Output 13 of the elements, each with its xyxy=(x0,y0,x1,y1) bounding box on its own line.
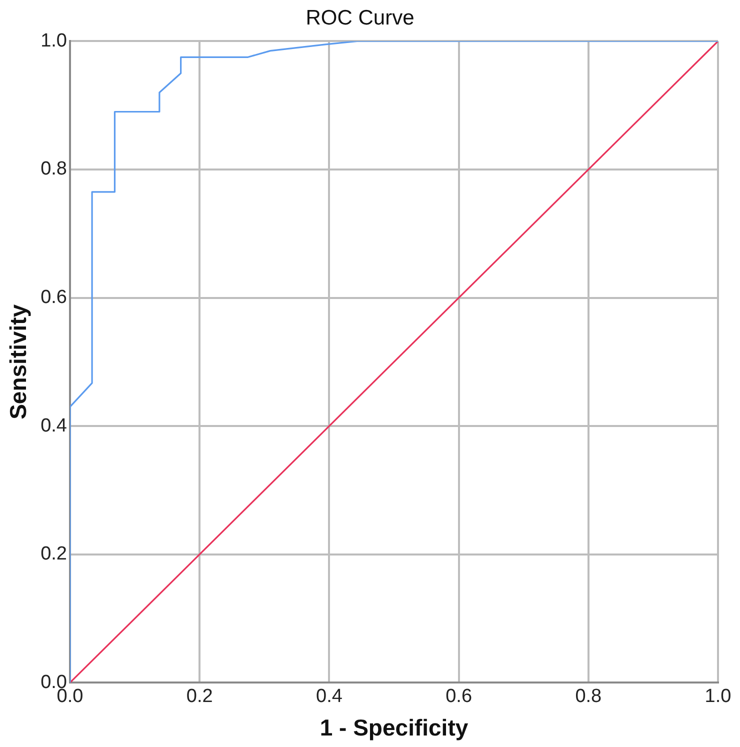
y-tick-label: 0.4 xyxy=(40,415,68,436)
x-tick-label: 0.6 xyxy=(446,686,472,708)
y-tick-label: 0.6 xyxy=(40,286,68,308)
x-axis-title: 1 - Specificity xyxy=(320,714,468,741)
y-axis-title: Sensitivity xyxy=(5,304,32,420)
y-tick-label: 0.8 xyxy=(40,158,68,180)
x-tick-label: 0.2 xyxy=(186,686,213,708)
x-tick-label: 1.0 xyxy=(704,686,732,708)
y-tick-label: 0.2 xyxy=(40,544,68,565)
y-tick-label: 1.0 xyxy=(40,30,68,52)
x-tick-label: 0.8 xyxy=(575,686,602,708)
x-tick-label: 0.4 xyxy=(316,686,343,708)
chart-title: ROC Curve xyxy=(306,6,414,30)
